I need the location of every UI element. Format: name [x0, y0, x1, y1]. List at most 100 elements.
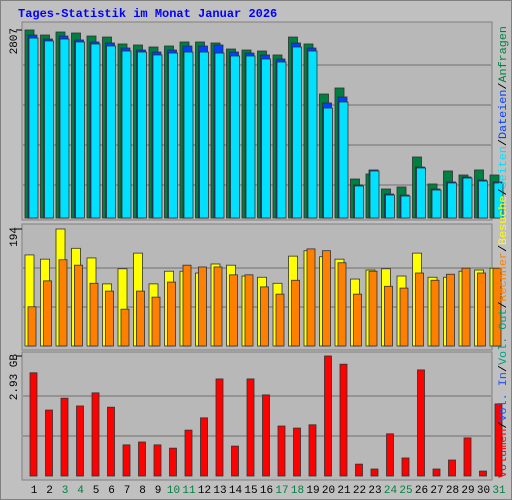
y-tick-label: 194 — [9, 227, 21, 247]
bar — [28, 37, 39, 219]
bar — [494, 403, 503, 477]
x-tick-label: 24 — [384, 485, 398, 497]
bar — [323, 107, 333, 219]
x-tick-label: 1 — [31, 485, 38, 497]
x-tick-label: 13 — [213, 485, 226, 497]
bar — [462, 177, 473, 219]
bar — [260, 286, 269, 347]
bar — [167, 281, 176, 347]
x-tick-label: 19 — [306, 485, 319, 497]
bar — [416, 167, 426, 219]
x-tick-label: 14 — [229, 485, 243, 497]
bar — [184, 429, 193, 477]
bar — [182, 264, 192, 347]
x-tick-label: 20 — [322, 485, 335, 497]
bar — [199, 51, 209, 219]
bar — [448, 459, 456, 477]
legend-item: Besuche — [498, 195, 510, 244]
bar — [291, 279, 300, 347]
bar — [463, 437, 472, 477]
legend-separator: / — [498, 421, 510, 428]
bar — [60, 397, 69, 477]
bar — [121, 50, 132, 219]
bar — [120, 308, 130, 347]
legend-item: Volumen — [498, 429, 510, 478]
bar — [446, 273, 455, 347]
x-tick-label: 29 — [461, 485, 474, 497]
bar — [337, 262, 347, 347]
bar — [292, 46, 302, 219]
bar — [276, 61, 287, 219]
bar — [106, 45, 116, 219]
y-tick-label: 2.93 GB — [9, 354, 21, 401]
bar — [231, 445, 239, 477]
bar — [58, 259, 68, 347]
bar — [432, 468, 441, 477]
bar — [262, 394, 270, 477]
bar — [261, 58, 271, 219]
bar — [90, 43, 101, 219]
chart-title: Tages-Statistik im Monat Januar 2026 — [18, 7, 277, 21]
bar — [169, 447, 177, 477]
bar — [369, 170, 380, 219]
bar — [492, 267, 502, 347]
bar — [401, 457, 410, 477]
x-tick-label: 26 — [415, 485, 428, 497]
bar — [246, 378, 255, 477]
bar — [74, 264, 83, 347]
x-tick-label: 23 — [368, 485, 381, 497]
bar — [152, 54, 163, 219]
bar — [89, 282, 99, 347]
bar — [43, 280, 52, 347]
x-tick-label: 22 — [353, 485, 366, 497]
bar — [76, 405, 84, 477]
bar — [275, 293, 285, 347]
bar — [308, 424, 317, 477]
legend-item: Anfragen — [498, 26, 510, 82]
x-tick-label: 8 — [139, 485, 146, 497]
x-tick-label: 17 — [275, 485, 288, 497]
bar — [322, 250, 331, 347]
bar — [431, 189, 442, 219]
bar — [59, 38, 70, 219]
bar — [307, 50, 318, 219]
bar — [477, 272, 486, 347]
bar — [399, 287, 409, 347]
bar — [136, 290, 145, 347]
bar — [27, 306, 37, 347]
bar — [355, 463, 363, 477]
legend-separator: / — [498, 245, 510, 252]
x-tick-label: 28 — [446, 485, 459, 497]
bar — [430, 279, 440, 347]
bar — [75, 41, 85, 219]
bar — [153, 444, 162, 477]
bar — [339, 363, 348, 477]
x-tick-label: 10 — [167, 485, 180, 497]
bar — [107, 406, 115, 477]
bar — [44, 40, 54, 219]
legend-item: Vol. Out — [498, 309, 510, 365]
y-tick-label: 2807 — [9, 28, 21, 54]
bar — [478, 180, 488, 219]
legend-item: Dateien — [498, 90, 510, 139]
legend-separator: / — [498, 139, 510, 146]
bar — [306, 248, 316, 347]
legend-separator: / — [498, 301, 510, 308]
x-tick-label: 21 — [337, 485, 351, 497]
bar — [384, 285, 393, 347]
x-tick-label: 12 — [198, 485, 211, 497]
bar — [293, 427, 301, 477]
x-tick-label: 25 — [399, 485, 412, 497]
x-tick-label: 2 — [46, 485, 53, 497]
x-tick-label: 4 — [77, 485, 84, 497]
x-tick-label: 3 — [62, 485, 69, 497]
x-tick-label: 16 — [260, 485, 273, 497]
bar — [29, 372, 38, 477]
bar — [122, 444, 131, 477]
bar — [230, 55, 240, 219]
bar — [354, 185, 364, 219]
legend-item: Seiten — [498, 146, 510, 188]
bar — [368, 270, 378, 347]
bar — [370, 468, 379, 477]
